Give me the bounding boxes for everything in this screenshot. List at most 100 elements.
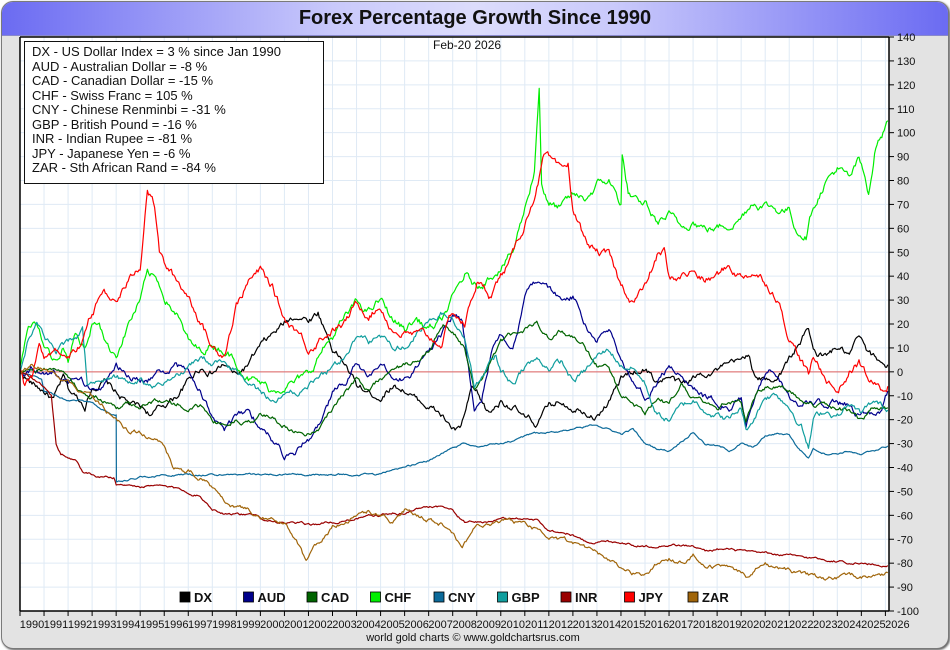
legend-swatch-inr <box>560 591 572 603</box>
info-line-inr: INR - Indian Rupee = -81 % <box>32 131 193 146</box>
y-tick-label: -40 <box>897 463 913 475</box>
x-tick-label: 2021 <box>765 619 789 631</box>
series-line-cny <box>19 371 889 483</box>
y-tick-label: -50 <box>897 486 913 498</box>
x-tick-label: 2016 <box>645 619 669 631</box>
y-tick-label: 100 <box>897 128 915 140</box>
x-tick-label: 1991 <box>44 619 68 631</box>
series-line-dx <box>19 311 889 431</box>
y-tick-label: 60 <box>897 223 909 235</box>
y-tick-label: -100 <box>897 606 919 618</box>
y-tick-label: -70 <box>897 534 913 546</box>
y-axis-ticks: 1401301201101009080706050403020100-10-20… <box>889 32 919 618</box>
y-tick-label: 50 <box>897 247 909 259</box>
legend-swatch-gbp <box>497 591 508 603</box>
y-tick-label: -80 <box>897 558 913 570</box>
x-tick-label: 2003 <box>332 619 356 631</box>
series-line-inr <box>19 371 889 568</box>
x-tick-label: 2005 <box>380 619 404 631</box>
x-tick-label: 1992 <box>68 619 92 631</box>
info-line-aud: AUD - Australian Dollar = -8 % <box>32 58 208 74</box>
legend-swatch-cny <box>433 591 445 603</box>
x-tick-label: 2014 <box>597 619 621 631</box>
x-tick-label: 2009 <box>476 619 500 631</box>
legend-label-zar: ZAR <box>702 590 729 605</box>
x-tick-label: 2024 <box>837 619 861 631</box>
x-axis-ticks: 1990 1991 1992 1993 1994 1995 1996 1997 1998 1999… <box>19 611 910 631</box>
y-tick-label: 10 <box>897 343 909 355</box>
series-line-cad <box>19 320 889 437</box>
legend-label-aud: AUD <box>258 590 286 605</box>
credit-text: world gold charts © www.goldchartsrus.co… <box>366 632 580 644</box>
x-tick-label: 2019 <box>717 619 741 631</box>
legend: DX AUD CAD CHF CNY GBP INR JPY ZAR <box>179 590 729 605</box>
title-bar: Forex Percentage Growth Since 1990 <box>2 2 948 36</box>
x-tick-label: 2013 <box>573 619 597 631</box>
y-tick-label: 120 <box>897 80 915 92</box>
legend-swatch-chf <box>370 591 381 603</box>
series-line-chf <box>19 87 889 394</box>
y-tick-label: 70 <box>897 199 909 211</box>
y-tick-label: 80 <box>897 176 909 188</box>
y-tick-label: -30 <box>897 439 913 451</box>
info-line-jpy: JPY - Japanese Yen = -6 % <box>32 145 191 161</box>
legend-swatch-zar <box>687 591 699 603</box>
series-line-zar <box>19 363 889 581</box>
x-tick-label: 2025 <box>861 619 885 631</box>
x-tick-label: 2000 <box>260 619 284 631</box>
legend-swatch-cad <box>306 591 318 603</box>
legend-swatch-dx <box>179 591 191 603</box>
x-tick-label: 2001 <box>284 619 308 631</box>
x-tick-label: 2004 <box>356 619 380 631</box>
y-tick-label: -10 <box>897 391 913 403</box>
y-tick-label: 140 <box>897 32 915 44</box>
legend-label-cad: CAD <box>321 590 349 605</box>
y-tick-label: 30 <box>897 295 909 307</box>
x-tick-label: 2007 <box>428 619 452 631</box>
x-tick-label: 1997 <box>188 619 212 631</box>
x-tick-label: 2022 <box>789 619 813 631</box>
y-tick-label: -20 <box>897 415 913 427</box>
x-tick-label: 2017 <box>669 619 693 631</box>
info-line-gbp: GBP - British Pound = -16 % <box>32 116 197 132</box>
legend-swatch-aud <box>243 591 254 603</box>
x-tick-label: 2015 <box>621 619 645 631</box>
y-tick-label: 90 <box>897 152 909 164</box>
series-line-jpy <box>19 151 889 394</box>
series-line-gbp <box>19 311 889 449</box>
y-tick-label: 40 <box>897 271 909 283</box>
legend-label-cny: CNY <box>448 590 476 605</box>
legend-label-jpy: JPY <box>639 590 664 605</box>
chart-title: Forex Percentage Growth Since 1990 <box>298 7 652 29</box>
x-tick-label: 2018 <box>693 619 717 631</box>
legend-label-chf: CHF <box>385 590 412 605</box>
info-box: DX - US Dollar Index = 3 % since Jan 199… <box>24 41 324 184</box>
x-tick-label: 2006 <box>404 619 428 631</box>
y-tick-label: 20 <box>897 319 909 331</box>
x-tick-label: 1993 <box>92 619 116 631</box>
x-tick-label: 2012 <box>549 619 573 631</box>
legend-label-gbp: GBP <box>512 590 541 605</box>
x-tick-label: 1996 <box>164 619 188 631</box>
x-tick-label: 2020 <box>741 619 765 631</box>
x-tick-label: 2002 <box>308 619 332 631</box>
info-line-cny: CNY - Chinese Renminbi = -31 % <box>32 102 226 117</box>
legend-swatch-jpy <box>624 591 635 603</box>
y-tick-label: -90 <box>897 582 913 594</box>
legend-label-dx: DX <box>194 590 212 605</box>
y-tick-label: 0 <box>897 367 903 379</box>
x-tick-label: 2023 <box>813 619 837 631</box>
date-stamp: Feb-20 2026 <box>433 38 502 52</box>
info-line-chf: CHF - Swiss Franc = 105 % <box>32 87 193 103</box>
series-group <box>19 87 889 581</box>
y-tick-label: 110 <box>897 104 915 116</box>
x-tick-label: 1994 <box>116 619 140 631</box>
x-tick-label: 2008 <box>452 619 476 631</box>
x-tick-label: 2026 <box>885 619 909 631</box>
x-tick-label: 2011 <box>525 619 549 631</box>
x-tick-label: 1999 <box>236 619 260 631</box>
legend-label-inr: INR <box>575 590 598 605</box>
info-line-dx: DX - US Dollar Index = 3 % since Jan 199… <box>32 44 281 59</box>
x-tick-label: 1995 <box>140 619 164 631</box>
